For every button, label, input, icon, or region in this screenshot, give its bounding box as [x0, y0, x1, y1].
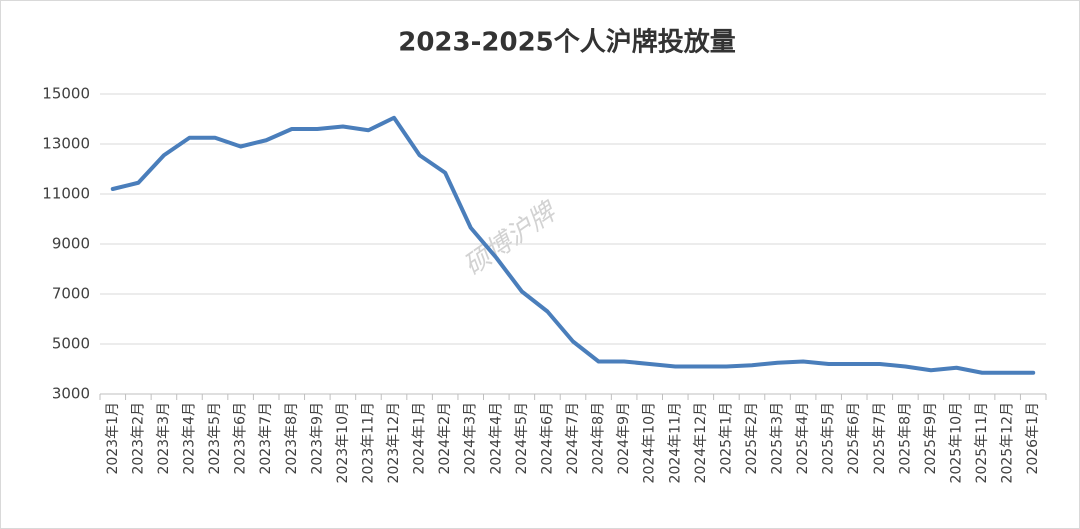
x-tick-label: 2025年5月 [821, 402, 837, 475]
x-tick-label: 2023年9月 [309, 402, 325, 475]
x-tick-label: 2024年5月 [514, 402, 530, 475]
x-tick-label: 2025年11月 [974, 402, 990, 483]
x-tick-label: 2024年11月 [667, 402, 683, 483]
x-tick-label: 2023年1月 [105, 402, 121, 475]
x-tick-label: 2023年4月 [181, 402, 197, 475]
x-tick-label: 2024年12月 [693, 402, 709, 483]
x-tick-label: 2025年10月 [949, 402, 965, 483]
y-tick-label: 13000 [42, 135, 90, 153]
x-tick-label: 2024年6月 [539, 402, 555, 475]
x-tick-label: 2025年1月 [718, 402, 734, 475]
x-tick-label: 2025年2月 [744, 402, 760, 475]
y-tick-label: 9000 [52, 235, 90, 253]
y-tick-label: 15000 [42, 85, 90, 103]
x-tick-label: 2023年2月 [130, 402, 146, 475]
x-tick-label: 2024年10月 [642, 402, 658, 483]
y-tick-label: 3000 [52, 385, 90, 403]
x-tick-label: 2024年2月 [437, 402, 453, 475]
x-tick-label: 2023年10月 [335, 402, 351, 483]
x-tick-label: 2023年7月 [258, 402, 274, 475]
x-tick-label: 2025年4月 [795, 402, 811, 475]
x-tick-label: 2024年9月 [616, 402, 632, 475]
x-tick-label: 2024年3月 [463, 402, 479, 475]
x-tick-label: 2023年12月 [386, 402, 402, 483]
y-tick-label: 5000 [52, 335, 90, 353]
x-tick-label: 2025年8月 [897, 402, 913, 475]
x-tick-label: 2025年9月 [923, 402, 939, 475]
x-tick-label: 2023年5月 [207, 402, 223, 475]
x-tick-label: 2024年7月 [565, 402, 581, 475]
y-tick-label: 11000 [42, 185, 90, 203]
x-tick-label: 2023年11月 [360, 402, 376, 483]
x-tick-label: 2026年1月 [1025, 402, 1041, 475]
x-tick-label: 2025年7月 [872, 402, 888, 475]
y-tick-label: 7000 [52, 285, 90, 303]
x-tick-label: 2023年6月 [233, 402, 249, 475]
x-tick-label: 2024年1月 [412, 402, 428, 475]
chart-title: 2023-2025个人沪牌投放量 [398, 27, 736, 58]
x-tick-label: 2023年3月 [156, 402, 172, 475]
x-tick-label: 2024年4月 [488, 402, 504, 475]
x-tick-label: 2025年6月 [846, 402, 862, 475]
x-tick-label: 2025年12月 [1000, 402, 1016, 483]
x-tick-label: 2023年8月 [284, 402, 300, 475]
x-tick-label: 2025年3月 [770, 402, 786, 475]
line [110, 115, 1036, 375]
x-tick-label: 2024年8月 [591, 402, 607, 475]
